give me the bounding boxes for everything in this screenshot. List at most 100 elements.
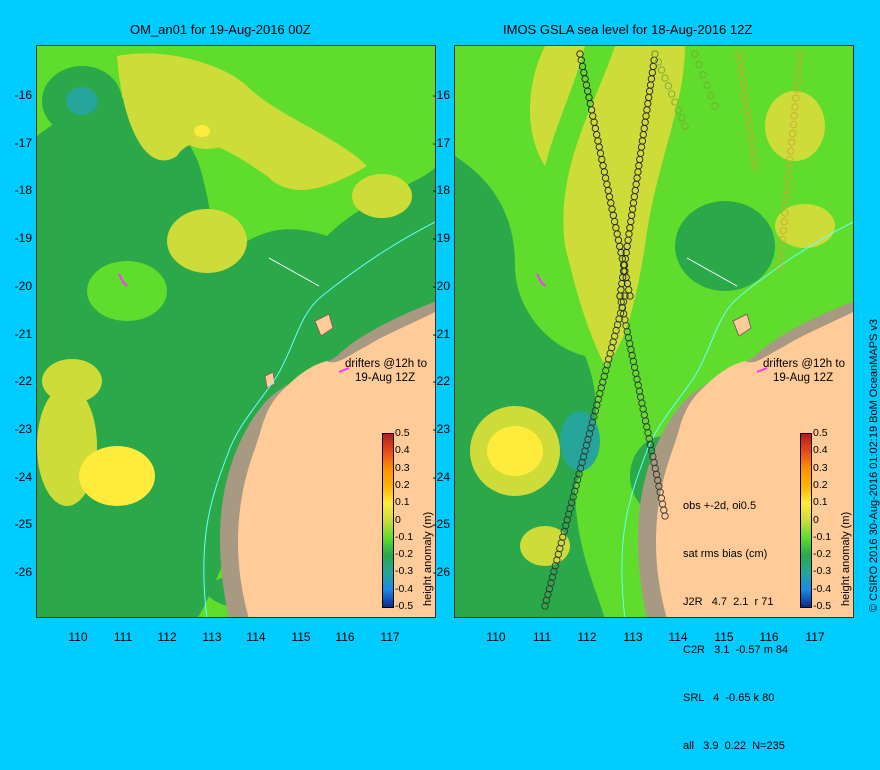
lon-tick-label: 114: [668, 630, 688, 644]
colorbar-tick-label: 0: [813, 514, 819, 526]
colorbar-tick-label: 0.4: [395, 444, 410, 456]
observation-point: [699, 71, 707, 79]
lat-tick-label: -23: [432, 422, 450, 436]
observation-point: [742, 98, 750, 106]
lon-tick-label: 115: [291, 630, 311, 644]
satellite-tracks: [541, 50, 804, 610]
observation-point: [737, 66, 745, 74]
colorbar-tick-label: -0.2: [813, 548, 832, 560]
observation-point: [778, 244, 786, 252]
positive-anomaly-sw-peak: [79, 446, 155, 506]
observation-point: [792, 94, 800, 102]
observation-point: [695, 60, 703, 69]
observation-point: [739, 82, 748, 90]
observation-point: [744, 114, 752, 122]
lon-tick-label: 113: [623, 630, 643, 644]
right-colorbar: [800, 433, 812, 608]
positive-anomaly-north: [117, 53, 367, 190]
lat-tick-label: -22: [14, 374, 32, 388]
right-panel-title: IMOS GSLA sea level for 18-Aug-2016 12Z: [503, 22, 753, 37]
colorbar-tick-label: 0.1: [395, 496, 410, 508]
positive-anomaly-east: [775, 204, 835, 248]
right-map-canvas: [455, 46, 853, 617]
observation-point: [789, 121, 797, 129]
lon-tick-label: 112: [577, 630, 597, 644]
observation-point: [794, 68, 802, 76]
lon-tick-label: 112: [157, 630, 177, 644]
lon-tick-label: 110: [486, 630, 506, 644]
colorbar-tick-label: 0.5: [395, 427, 410, 439]
observation-point: [788, 138, 796, 146]
island: [732, 313, 752, 337]
lat-tick-label: -18: [432, 183, 450, 197]
left-map[interactable]: [36, 45, 436, 618]
island: [314, 313, 334, 337]
observation-point: [790, 112, 798, 120]
lat-tick-label: -21: [432, 327, 450, 341]
section-line: [686, 257, 738, 287]
colorbar-tick-label: 0.1: [813, 496, 828, 508]
colorbar-tick-label: 0.3: [813, 462, 828, 474]
observation-point: [784, 174, 792, 182]
observation-point: [749, 146, 757, 154]
observation-point: [741, 90, 749, 98]
positive-anomaly-center: [167, 209, 247, 273]
stats-row-c2r: C2R 3.1 -0.57 m 84: [683, 644, 789, 656]
right-map[interactable]: [454, 45, 854, 618]
lon-tick-label: 115: [714, 630, 734, 644]
drifter-legend-mark: [756, 367, 768, 373]
eddy-west-core: [66, 87, 98, 115]
observation-point: [661, 74, 669, 82]
lat-tick-label: -25: [14, 517, 32, 531]
observation-point: [778, 235, 787, 244]
observation-point: [750, 154, 758, 162]
observation-point: [703, 81, 711, 89]
colorbar-tick-label: -0.1: [395, 531, 414, 543]
positive-anomaly-west: [42, 359, 102, 403]
lon-tick-label: 114: [246, 630, 266, 644]
colorbar-tick-label: -0.2: [395, 548, 414, 560]
lat-tick-label: -22: [432, 374, 450, 388]
observation-point: [782, 200, 790, 208]
observation-point: [711, 102, 719, 110]
left-drifter-note-line1: drifters @12h to: [345, 358, 427, 370]
left-drifter-note: drifters @12h to 19-Aug 12Z: [345, 357, 427, 385]
observation-point: [651, 50, 659, 58]
observation-point: [779, 227, 787, 235]
lat-tick-label: -23: [14, 422, 32, 436]
observation-point: [791, 103, 799, 111]
lat-tick-label: -26: [432, 565, 450, 579]
stats-header-2: sat rms bias (cm): [683, 548, 768, 560]
island-small: [264, 371, 276, 389]
stats-header-1: obs +-2d, oi0.5: [683, 500, 757, 512]
observation-point: [707, 91, 715, 100]
observation-point: [783, 182, 792, 191]
observation-point: [746, 130, 755, 138]
lon-tick-label: 117: [380, 630, 400, 644]
colorbar-tick-label: -0.3: [395, 565, 414, 577]
colorbar-tick-label: -0.3: [813, 565, 832, 577]
colorbar-tick-label: 0.3: [395, 462, 410, 474]
observation-point: [658, 66, 666, 74]
negative-anomaly-core: [560, 411, 600, 471]
observation-point: [751, 162, 759, 170]
observation-point: [795, 59, 803, 67]
observation-point: [781, 209, 789, 217]
colorbar-tick-label: 0: [395, 514, 401, 526]
observation-point: [787, 147, 795, 155]
left-map-canvas: [37, 46, 435, 617]
drifter-track: [536, 273, 546, 287]
coastline-track: [203, 221, 435, 617]
observation-point: [541, 602, 549, 610]
observation-point: [743, 106, 751, 114]
observation-point: [745, 122, 753, 130]
negative-anomaly-bottom: [505, 591, 585, 617]
lat-tick-label: -26: [14, 565, 32, 579]
positive-anomaly-ne: [765, 91, 825, 161]
negative-anomaly-east: [675, 201, 775, 291]
lat-tick-label: -24: [14, 470, 32, 484]
stats-row-srl: SRL 4 -0.65 k 80: [683, 692, 775, 704]
observation-point: [786, 156, 794, 164]
colorbar-tick-label: 0.4: [813, 444, 828, 456]
observation-point: [777, 253, 785, 261]
